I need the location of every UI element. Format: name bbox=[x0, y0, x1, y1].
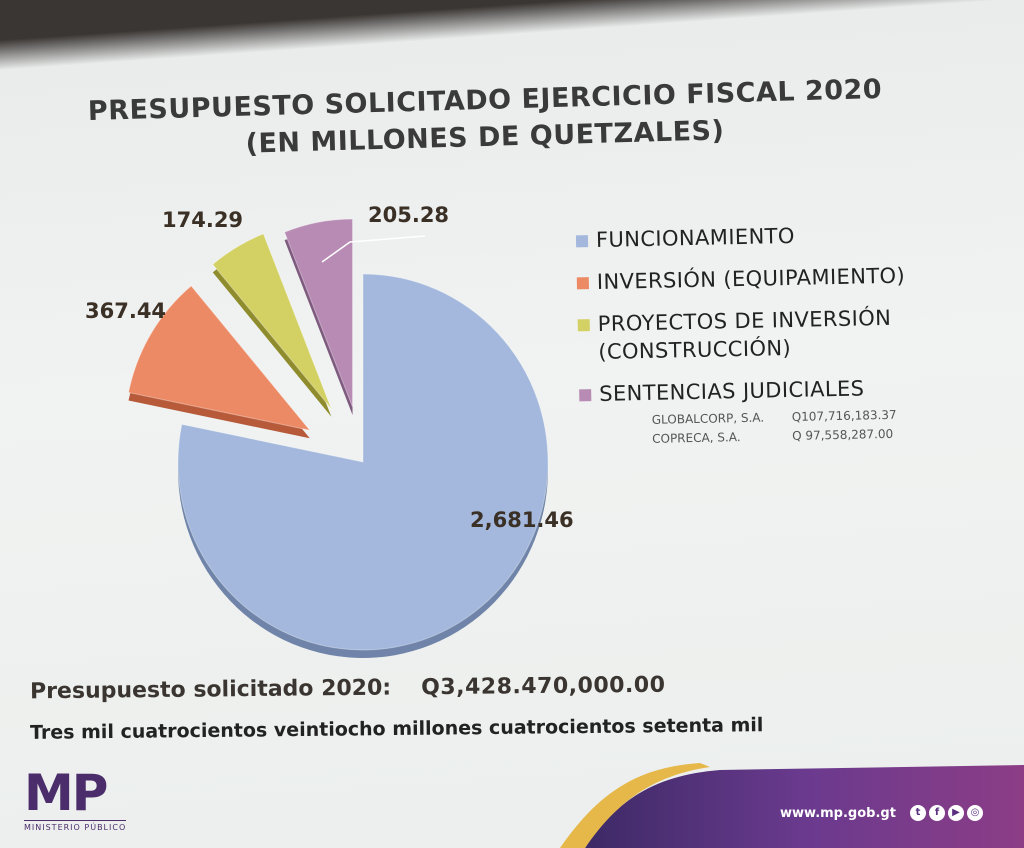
slice-proyectos bbox=[212, 233, 332, 410]
twitter-icon[interactable]: t bbox=[910, 805, 926, 821]
legend-label: INVERSIÓN (EQUIPAMIENTO) bbox=[596, 263, 906, 294]
total-amount: Q3,428.470,000.00 bbox=[421, 672, 666, 701]
website-link[interactable]: www.mp.gob.gt bbox=[780, 806, 896, 821]
legend-swatch bbox=[575, 235, 589, 248]
legend-swatch bbox=[577, 319, 590, 332]
leader-line bbox=[321, 235, 426, 263]
slice-sentencias bbox=[283, 218, 354, 408]
facebook-icon[interactable]: f bbox=[929, 805, 945, 821]
slice-label-funcionamiento: 2,681.46 bbox=[470, 508, 574, 532]
pie-chart: 2,681.46 367.44 174.29 205.28 bbox=[85, 203, 574, 658]
slice-label-inversion: 367.44 bbox=[85, 299, 166, 323]
mp-logo: MP MINISTERIO PÚBLICO bbox=[24, 764, 127, 832]
slice-label-sentencias: 205.28 bbox=[368, 203, 449, 227]
company-name: COPRECA, S.A. bbox=[652, 430, 741, 446]
legend-label: FUNCIONAMIENTO bbox=[595, 223, 796, 252]
logo-subtext: MINISTERIO PÚBLICO bbox=[24, 820, 127, 832]
legend-label: PROYECTOS DE INVERSIÓN (CONSTRUCCIÓN) bbox=[597, 305, 892, 364]
instagram-icon[interactable]: ◎ bbox=[967, 805, 983, 821]
company-amount: Q 97,558,287.00 bbox=[791, 426, 894, 443]
legend-swatch bbox=[579, 389, 592, 402]
legend-label: SENTENCIAS JUDICIALES bbox=[598, 376, 865, 406]
company-amount: Q107,716,183.37 bbox=[791, 407, 897, 424]
slice-funcionamiento bbox=[177, 273, 549, 651]
legend-item-inversion: INVERSIÓN (EQUIPAMIENTO) bbox=[576, 260, 997, 297]
legend-swatch bbox=[576, 277, 590, 290]
total-label: Presupuesto solicitado 2020: bbox=[29, 675, 392, 705]
legend-item-proyectos: PROYECTOS DE INVERSIÓN (CONSTRUCCIÓN) bbox=[577, 302, 998, 367]
youtube-icon[interactable]: ▶ bbox=[948, 805, 964, 821]
slice-inversion bbox=[127, 285, 312, 431]
logo-text: MP bbox=[24, 764, 108, 822]
slice-label-proyectos: 174.29 bbox=[162, 208, 243, 232]
chart-legend: FUNCIONAMIENTO INVERSIÓN (EQUIPAMIENTO) … bbox=[575, 218, 1001, 451]
legend-item-sentencias: SENTENCIAS JUDICIALES bbox=[579, 372, 999, 409]
total-in-words: Tres mil cuatrocientos veintiocho millon… bbox=[29, 714, 764, 744]
footer-banner bbox=[560, 763, 1024, 848]
